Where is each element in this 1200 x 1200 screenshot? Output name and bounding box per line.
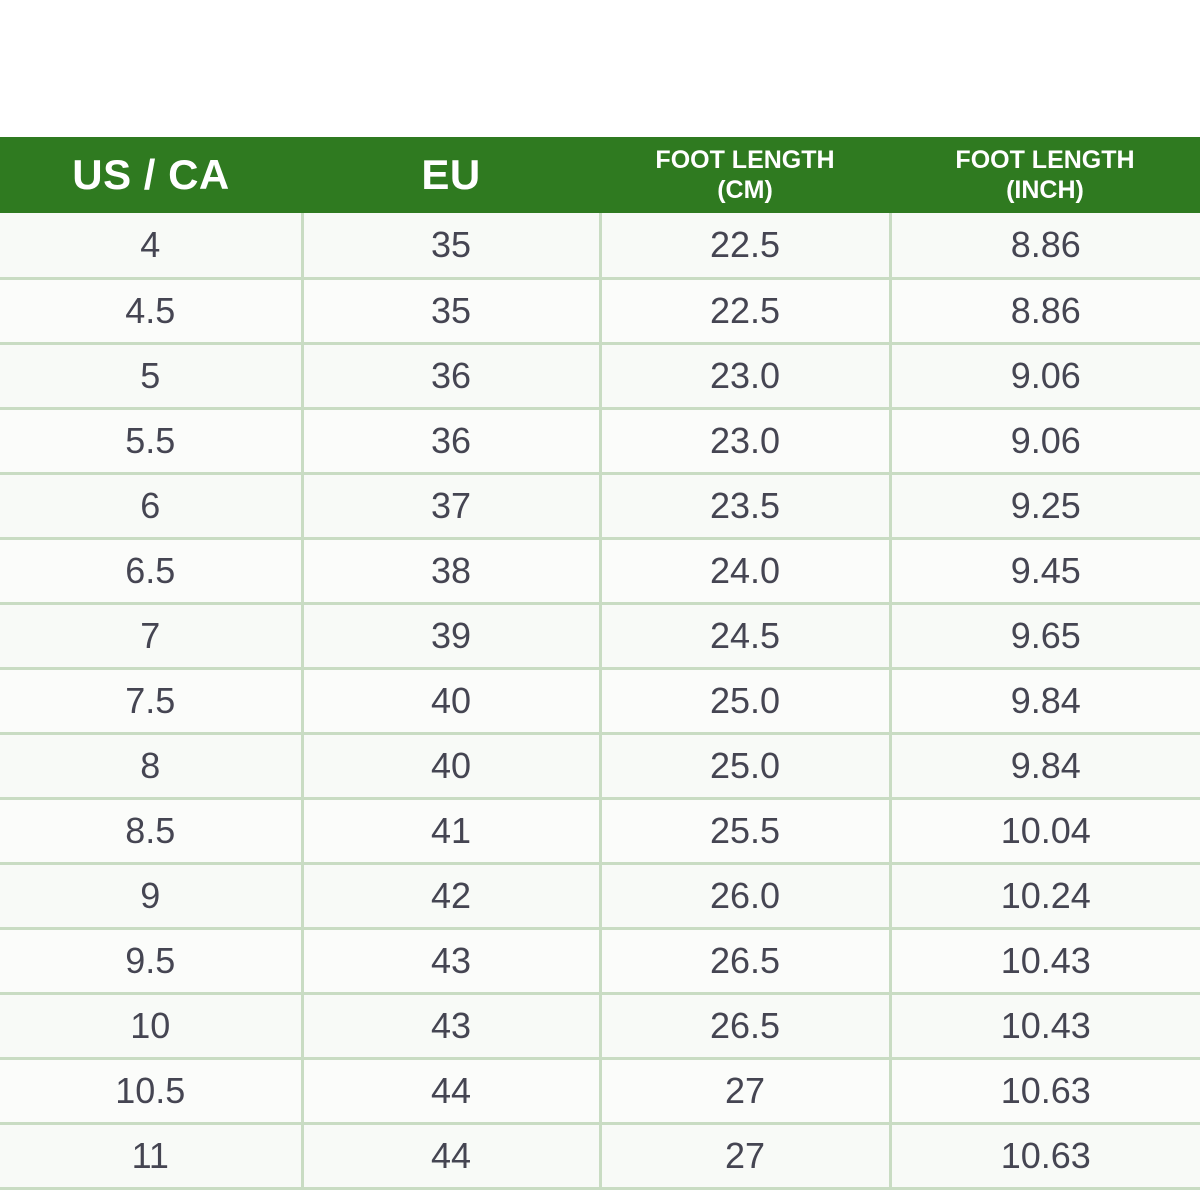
cell-foot-length-inch: 9.84	[890, 668, 1200, 735]
cell-eu: 37	[302, 473, 602, 540]
cell-eu: 39	[302, 603, 602, 670]
cell-us-ca: 7	[0, 603, 304, 670]
cell-foot-length-cm: 22.5	[600, 213, 892, 280]
cell-foot-length-cm: 26.5	[600, 993, 892, 1060]
cell-foot-length-inch: 10.43	[890, 993, 1200, 1060]
cell-eu: 38	[302, 538, 602, 605]
table-row: 10.5 44 27 10.63	[0, 1058, 1200, 1125]
table-row: 4.5 35 22.5 8.86	[0, 278, 1200, 345]
table-row: 6 37 23.5 9.25	[0, 473, 1200, 540]
cell-foot-length-cm: 27	[600, 1123, 892, 1190]
blank-top-area	[0, 0, 1200, 137]
size-chart-table: US / CA EU FOOT LENGTH (CM) FOOT LENGTH …	[0, 137, 1200, 1190]
cell-foot-length-cm: 22.5	[600, 278, 892, 345]
table-row: 8.5 41 25.5 10.04	[0, 798, 1200, 865]
cell-foot-length-inch: 8.86	[890, 213, 1200, 280]
table-row: 9.5 43 26.5 10.43	[0, 928, 1200, 995]
cell-foot-length-cm: 23.0	[600, 343, 892, 410]
table-row: 9 42 26.0 10.24	[0, 863, 1200, 930]
cell-eu: 36	[302, 408, 602, 475]
cell-foot-length-inch: 8.86	[890, 278, 1200, 345]
cell-eu: 36	[302, 343, 602, 410]
cell-foot-length-inch: 10.63	[890, 1123, 1200, 1190]
cell-eu: 40	[302, 668, 602, 735]
cell-us-ca: 11	[0, 1123, 304, 1190]
cell-foot-length-inch: 9.65	[890, 603, 1200, 670]
cell-us-ca: 5.5	[0, 408, 304, 475]
cell-us-ca: 6.5	[0, 538, 304, 605]
cell-foot-length-cm: 26.0	[600, 863, 892, 930]
header-foot-length-cm: FOOT LENGTH (CM)	[600, 137, 890, 213]
cell-eu: 35	[302, 213, 602, 280]
cell-us-ca: 5	[0, 343, 304, 410]
cell-foot-length-inch: 10.63	[890, 1058, 1200, 1125]
table-row: 4 35 22.5 8.86	[0, 213, 1200, 280]
cell-eu: 44	[302, 1123, 602, 1190]
cell-foot-length-inch: 10.43	[890, 928, 1200, 995]
cell-eu: 35	[302, 278, 602, 345]
cell-foot-length-cm: 27	[600, 1058, 892, 1125]
header-row: US / CA EU FOOT LENGTH (CM) FOOT LENGTH …	[0, 137, 1200, 213]
header-foot-length-inch-line2: (INCH)	[1006, 176, 1084, 204]
table-row: 11 44 27 10.63	[0, 1123, 1200, 1190]
cell-foot-length-cm: 25.0	[600, 668, 892, 735]
table-row: 7.5 40 25.0 9.84	[0, 668, 1200, 735]
cell-us-ca: 8	[0, 733, 304, 800]
table-body: 4 35 22.5 8.86 4.5 35 22.5 8.86 5 36 23.0 9.06 5.5 36…	[0, 213, 1200, 1190]
header-us-ca: US / CA	[72, 151, 230, 198]
cell-eu: 43	[302, 993, 602, 1060]
cell-foot-length-cm: 26.5	[600, 928, 892, 995]
table-row: 6.5 38 24.0 9.45	[0, 538, 1200, 605]
cell-eu: 41	[302, 798, 602, 865]
cell-us-ca: 9.5	[0, 928, 304, 995]
cell-us-ca: 7.5	[0, 668, 304, 735]
header-foot-length-inch: FOOT LENGTH (INCH)	[890, 137, 1200, 213]
cell-us-ca: 6	[0, 473, 304, 540]
table-row: 5 36 23.0 9.06	[0, 343, 1200, 410]
cell-eu: 40	[302, 733, 602, 800]
header-foot-length-cm-line1: FOOT LENGTH	[655, 146, 835, 174]
header-foot-length-inch-line1: FOOT LENGTH	[955, 146, 1135, 174]
header-foot-length-cm-line2: (CM)	[717, 176, 773, 204]
cell-foot-length-cm: 24.0	[600, 538, 892, 605]
cell-foot-length-inch: 9.45	[890, 538, 1200, 605]
cell-foot-length-cm: 24.5	[600, 603, 892, 670]
table-header: US / CA EU FOOT LENGTH (CM) FOOT LENGTH …	[0, 137, 1200, 213]
cell-foot-length-inch: 10.24	[890, 863, 1200, 930]
cell-foot-length-cm: 23.0	[600, 408, 892, 475]
cell-us-ca: 10.5	[0, 1058, 304, 1125]
cell-foot-length-cm: 25.5	[600, 798, 892, 865]
cell-us-ca: 9	[0, 863, 304, 930]
cell-foot-length-inch: 10.04	[890, 798, 1200, 865]
cell-us-ca: 8.5	[0, 798, 304, 865]
table-row: 8 40 25.0 9.84	[0, 733, 1200, 800]
cell-us-ca: 10	[0, 993, 304, 1060]
cell-foot-length-inch: 9.06	[890, 408, 1200, 475]
cell-foot-length-cm: 25.0	[600, 733, 892, 800]
cell-us-ca: 4	[0, 213, 304, 280]
cell-eu: 43	[302, 928, 602, 995]
table-row: 7 39 24.5 9.65	[0, 603, 1200, 670]
cell-foot-length-inch: 9.25	[890, 473, 1200, 540]
cell-foot-length-cm: 23.5	[600, 473, 892, 540]
header-eu: EU	[421, 151, 481, 198]
cell-us-ca: 4.5	[0, 278, 304, 345]
cell-eu: 42	[302, 863, 602, 930]
cell-eu: 44	[302, 1058, 602, 1125]
table-row: 5.5 36 23.0 9.06	[0, 408, 1200, 475]
cell-foot-length-inch: 9.84	[890, 733, 1200, 800]
table-row: 10 43 26.5 10.43	[0, 993, 1200, 1060]
cell-foot-length-inch: 9.06	[890, 343, 1200, 410]
